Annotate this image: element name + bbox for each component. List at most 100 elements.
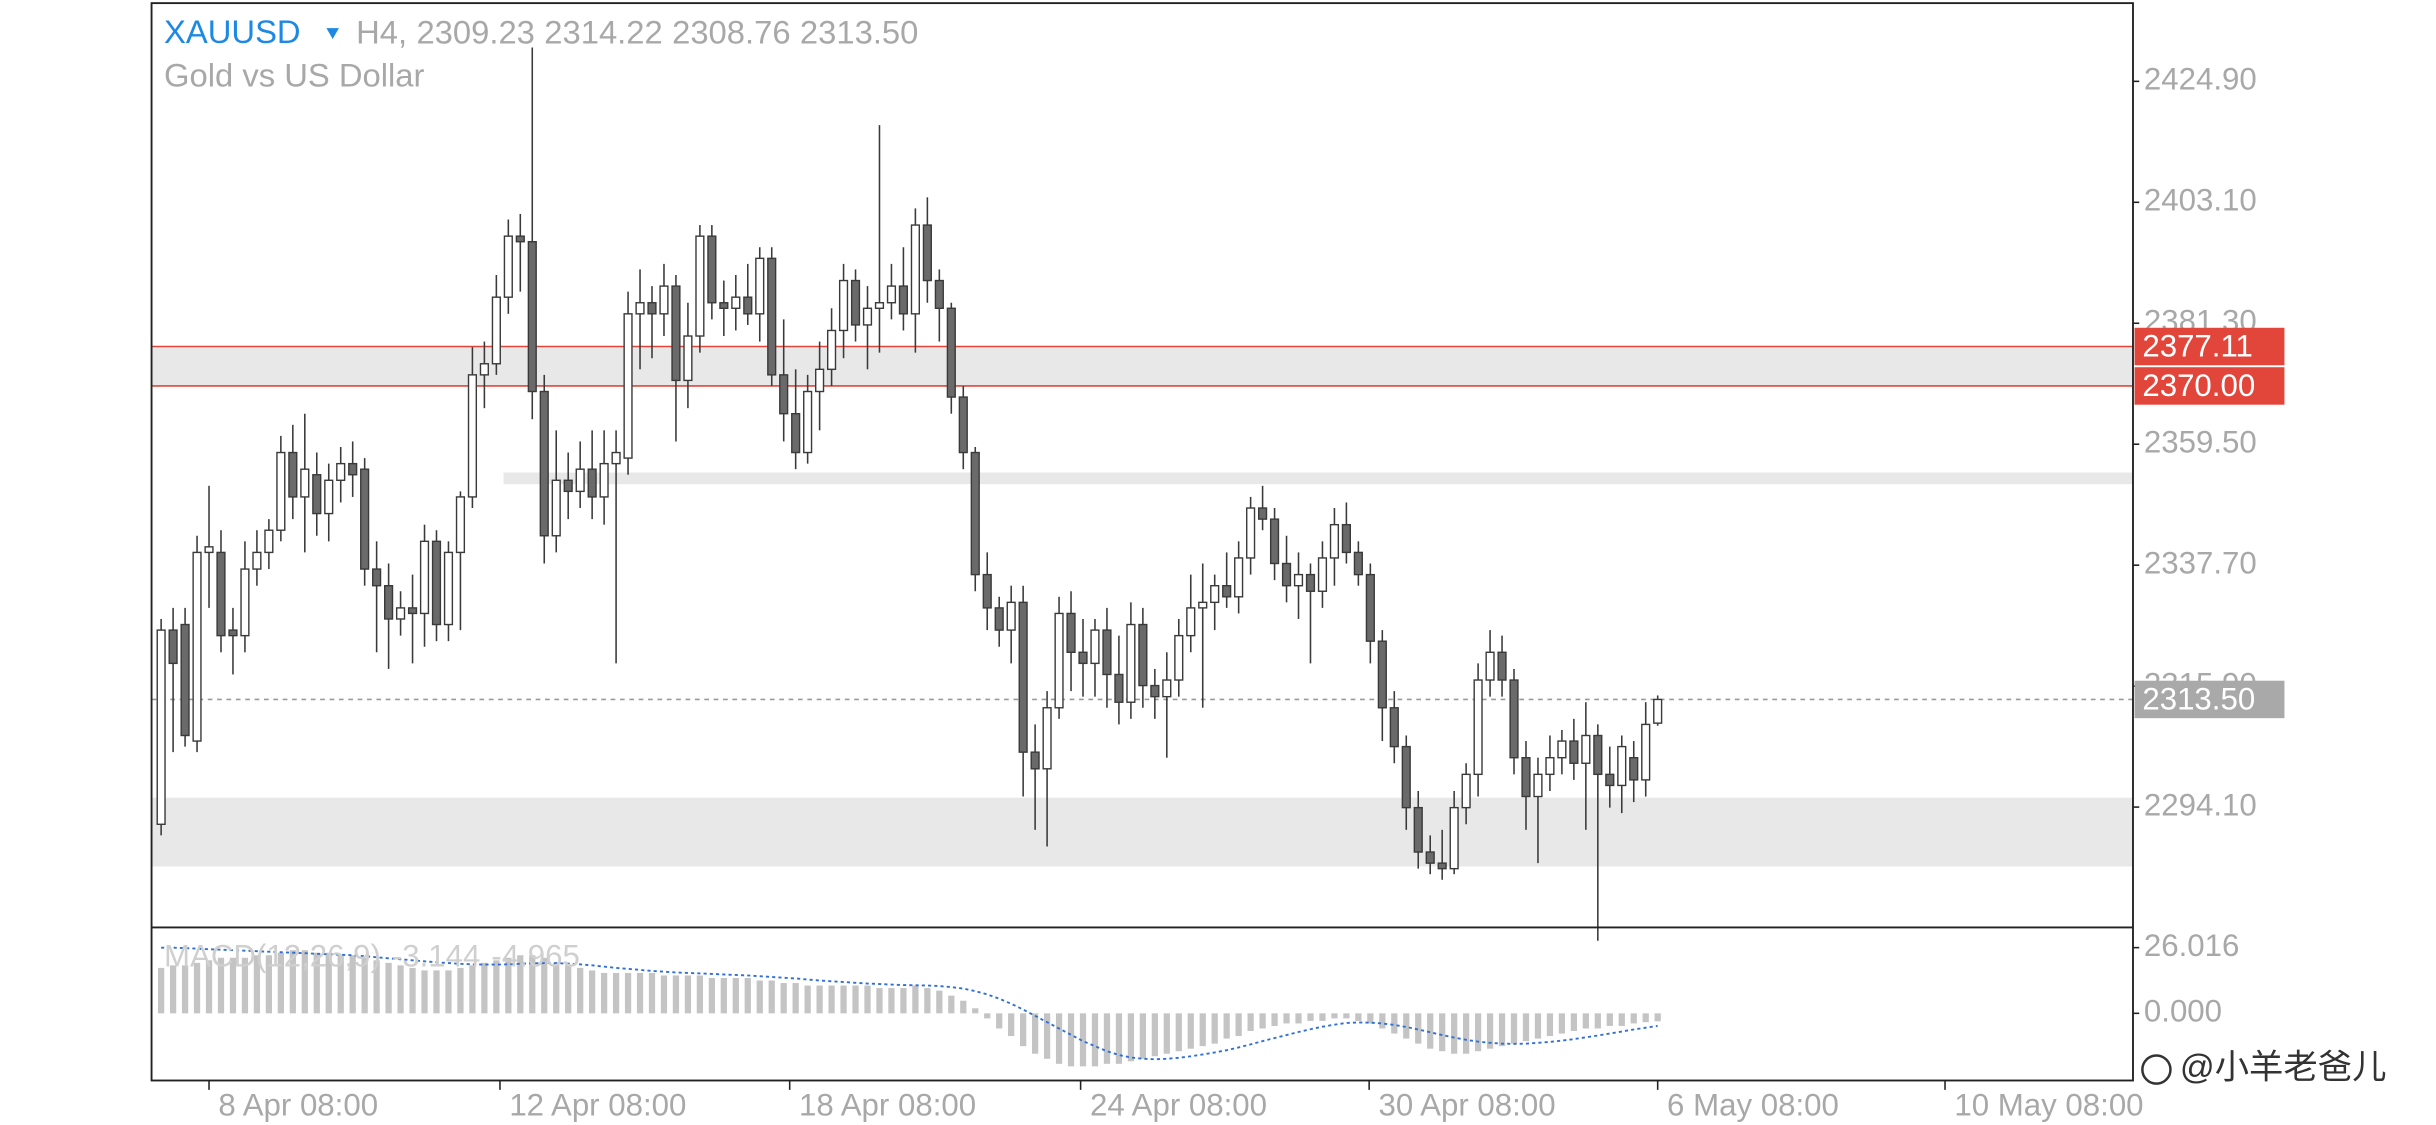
macd-bar (1223, 1013, 1230, 1039)
candle-body (862, 307, 873, 326)
macd-bar (672, 975, 680, 1014)
candle-body (1018, 601, 1028, 753)
macd-bar (804, 985, 811, 1014)
macd-bar (1067, 1013, 1075, 1067)
candle-body (1605, 773, 1615, 787)
candle-body (1066, 612, 1076, 653)
macd-bar (289, 950, 296, 1014)
candle-body (791, 412, 801, 454)
macd-bar (1618, 1013, 1625, 1026)
macd-bar (397, 965, 404, 1014)
macd-bar (469, 965, 476, 1014)
macd-bar (433, 970, 440, 1014)
candle-body (898, 285, 909, 315)
macd-bar (756, 980, 763, 1014)
candle-body (1653, 698, 1663, 724)
macd-bar (972, 1008, 979, 1014)
macd-bar (732, 977, 739, 1014)
candle-body (443, 551, 454, 626)
macd-bar (1008, 1013, 1015, 1037)
macd-bar (589, 970, 596, 1014)
candle-body (551, 479, 561, 537)
candle-body (539, 390, 549, 537)
macd-value: -3.144 (392, 939, 481, 974)
macd-bar (1235, 1013, 1242, 1037)
candle-body (1150, 684, 1160, 698)
candle-body (479, 363, 489, 376)
candle-body (1090, 629, 1100, 665)
candle-body (1365, 573, 1375, 642)
candle-body (312, 474, 322, 515)
x-tick-label: 8 Apr 08:00 (218, 1087, 378, 1122)
macd-bar (529, 955, 536, 1014)
macd-bar (1295, 1013, 1302, 1024)
quote: H4, 2309.23 2314.22 2308.76 2313.50 (356, 13, 918, 50)
candle-body (1210, 584, 1220, 604)
quote-value: 2314.22 (544, 13, 662, 50)
quote-value: 2313.50 (800, 13, 918, 50)
candle-body (372, 568, 382, 587)
macd-bar (996, 1013, 1003, 1029)
candle-body (1222, 584, 1232, 598)
macd-bar (1474, 1013, 1482, 1052)
macd-bar (1534, 1013, 1542, 1039)
candle-body (683, 335, 693, 382)
candle-body (719, 302, 729, 309)
macd-bar (337, 955, 344, 1014)
macd-name: MACD(12,26,9) (164, 939, 381, 974)
candle-body (156, 629, 166, 825)
candle-body (1246, 507, 1256, 559)
candle-body (850, 279, 861, 326)
macd-bar (253, 955, 261, 1014)
candle-body (1186, 607, 1196, 637)
candle-body (994, 607, 1004, 631)
macd-bar (1510, 1013, 1518, 1044)
candle-body (1174, 634, 1184, 681)
candle-body (1102, 629, 1112, 676)
x-tick-label: 30 Apr 08:00 (1379, 1087, 1556, 1122)
candle-body (1257, 507, 1268, 520)
candle-body (1461, 773, 1471, 809)
candle-body (767, 257, 777, 376)
symbol-dropdown[interactable] (326, 28, 339, 40)
macd-label: MACD(12,26,9) -3.144 -4.965 (164, 939, 580, 974)
candle-body (1006, 601, 1016, 631)
macd-bar (1211, 1013, 1218, 1044)
candle-body (1078, 651, 1088, 665)
candle-body (1281, 562, 1292, 587)
level-label: 2370.00 (2142, 368, 2255, 403)
candle-body (1305, 573, 1316, 592)
macd-bar (169, 965, 177, 1014)
macd-bar (541, 957, 548, 1014)
macd-bar (852, 985, 859, 1014)
macd-bar (1379, 1013, 1386, 1029)
candle-body (910, 224, 921, 315)
x-tick-label: 12 Apr 08:00 (509, 1087, 686, 1122)
macd-bar (1127, 1013, 1135, 1062)
candle-body (611, 451, 621, 465)
candle-body (1269, 518, 1280, 565)
symbol[interactable]: XAUUSD (164, 13, 301, 50)
candle-body (491, 296, 501, 365)
zone (503, 472, 2133, 485)
level-label: 2377.11 (2142, 328, 2253, 363)
macd-bar (1020, 1013, 1027, 1047)
macd-bar (1319, 1013, 1326, 1021)
candle-body (300, 468, 310, 498)
macd-bar (1259, 1013, 1266, 1029)
macd-bar (1331, 1013, 1338, 1019)
candle-body (431, 540, 442, 626)
macd-bar (1163, 1013, 1170, 1054)
macd-bar (325, 952, 332, 1014)
macd-bar (1175, 1013, 1182, 1052)
macd-bar (1271, 1013, 1278, 1026)
y-tick-label: 2424.90 (2144, 62, 2257, 97)
candle-body (288, 451, 298, 498)
macd-bar (1654, 1013, 1661, 1022)
macd-bar (720, 977, 727, 1014)
candle-body (779, 374, 789, 415)
macd-bar (1630, 1013, 1637, 1024)
macd-bar (660, 975, 668, 1014)
